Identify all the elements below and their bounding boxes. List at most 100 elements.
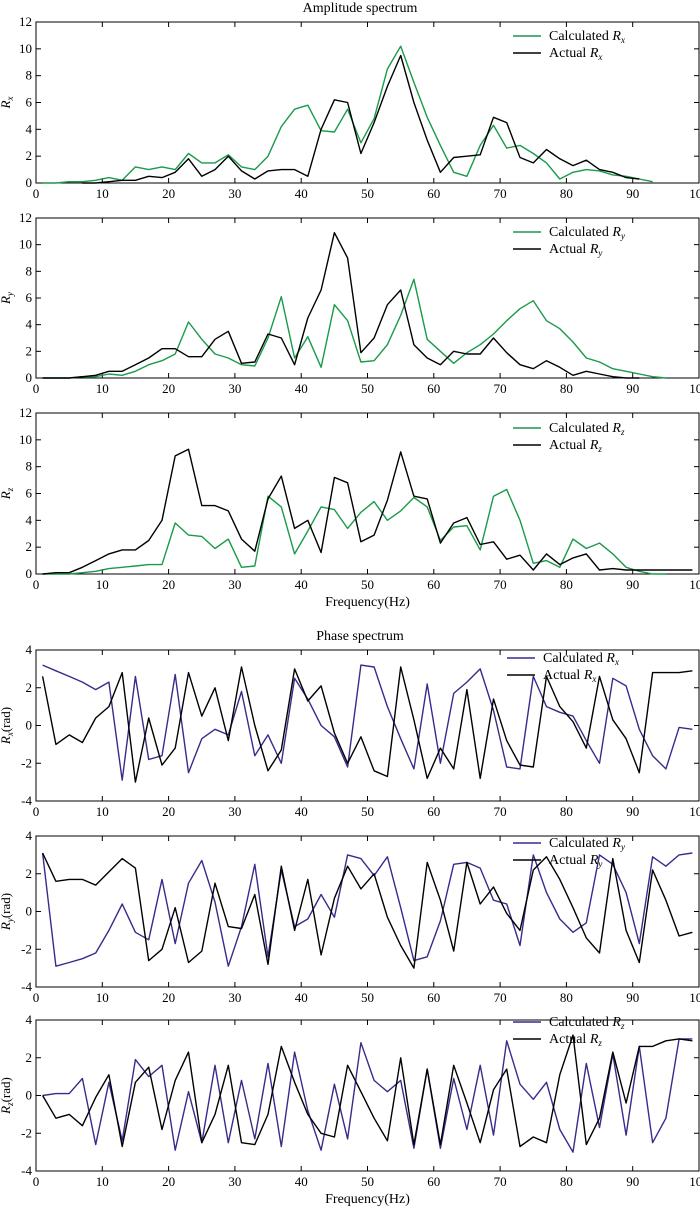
legend-label: Actual Rx — [543, 668, 596, 684]
legend-label: Actual Ry — [549, 853, 602, 869]
x-tick-label: 100 — [689, 804, 700, 819]
x-tick-label: 30 — [228, 381, 241, 396]
x-axis-label: Frequency(Hz) — [325, 595, 410, 610]
x-tick-label: 10 — [96, 990, 109, 1005]
legend-label: Actual Rz — [549, 1032, 602, 1048]
series-line-calculated-rx — [42, 664, 693, 781]
y-tick-label: 0 — [26, 175, 33, 190]
x-tick-label: 90 — [626, 990, 639, 1005]
x-tick-label: 20 — [162, 186, 175, 201]
x-tick-label: 50 — [361, 804, 374, 819]
x-tick-label: 20 — [162, 1174, 175, 1189]
x-tick-label: 90 — [626, 1174, 639, 1189]
y-axis-label: Rz(rad) — [0, 1077, 15, 1115]
y-axis-label: Rx(rad) — [0, 707, 15, 745]
x-tick-label: 20 — [162, 577, 175, 592]
x-tick-label: 100 — [689, 381, 700, 396]
x-tick-label: 40 — [295, 804, 308, 819]
y-axis-label: Rz — [0, 487, 15, 500]
y-tick-label: 8 — [26, 263, 33, 278]
y-tick-label: -4 — [21, 1163, 32, 1178]
series-line-calculated-rx — [42, 45, 653, 184]
series-line-actual-rx — [82, 54, 640, 184]
x-tick-label: 30 — [228, 990, 241, 1005]
x-tick-label: 40 — [295, 186, 308, 201]
y-tick-label: 6 — [26, 486, 33, 501]
y-tick-label: 4 — [26, 317, 33, 332]
x-tick-label: 50 — [361, 1174, 374, 1189]
y-tick-label: 4 — [26, 1012, 33, 1027]
x-tick-label: 70 — [494, 804, 507, 819]
x-tick-label: 60 — [427, 804, 440, 819]
x-tick-label: 30 — [228, 1174, 241, 1189]
x-tick-label: 20 — [162, 804, 175, 819]
x-tick-label: 90 — [626, 186, 639, 201]
y-tick-label: -2 — [21, 941, 32, 956]
x-tick-label: 80 — [560, 804, 573, 819]
y-tick-label: 4 — [26, 828, 33, 843]
x-tick-label: 0 — [33, 381, 40, 396]
y-tick-label: 4 — [26, 642, 33, 657]
legend-label: Calculated Rx — [543, 651, 619, 667]
series-line-actual-rz — [41, 1034, 693, 1148]
x-tick-label: 20 — [162, 381, 175, 396]
x-tick-label: 80 — [560, 1174, 573, 1189]
x-tick-label: 50 — [361, 577, 374, 592]
chart-panel-3: 0 10 20 30 40 50 60 70 80 90 100 0 2 4 6 8 10 12 Rz Frequen… — [0, 405, 700, 610]
x-tick-label: 10 — [96, 1174, 109, 1189]
series-line-actual-ry — [42, 231, 640, 379]
x-tick-label: 60 — [427, 990, 440, 1005]
legend-label: Calculated Ry — [549, 225, 625, 241]
x-axis-label: Frequency(Hz) — [325, 1192, 410, 1207]
x-tick-label: 70 — [494, 990, 507, 1005]
y-tick-label: 0 — [26, 904, 33, 919]
series-line-calculated-rz — [42, 1038, 693, 1153]
y-tick-label: 2 — [26, 680, 33, 695]
y-tick-label: 6 — [26, 95, 33, 110]
y-axis-label: Rx — [0, 97, 15, 110]
x-tick-label: 40 — [295, 577, 308, 592]
x-tick-label: 100 — [689, 990, 700, 1005]
x-tick-label: 30 — [228, 186, 241, 201]
x-tick-label: 0 — [33, 1174, 40, 1189]
x-tick-label: 90 — [626, 577, 639, 592]
y-tick-label: 2 — [26, 866, 33, 881]
x-tick-label: 70 — [494, 381, 507, 396]
x-tick-label: 80 — [560, 577, 573, 592]
x-tick-label: 20 — [162, 990, 175, 1005]
chart-panels: 0102030405060708090100024681012RxCalcula… — [0, 14, 700, 1207]
x-tick-label: 60 — [427, 1174, 440, 1189]
x-tick-label: 0 — [33, 577, 40, 592]
series-line-calculated-ry — [41, 852, 693, 967]
legend-label: Actual Rx — [549, 46, 602, 62]
legend-label: Calculated Ry — [549, 836, 625, 852]
x-tick-label: 90 — [626, 804, 639, 819]
y-tick-label: -2 — [21, 755, 32, 770]
y-tick-label: 2 — [26, 148, 33, 163]
y-axis-label: Ry — [0, 292, 15, 305]
y-tick-label: 12 — [19, 210, 32, 225]
y-tick-label: 8 — [26, 459, 33, 474]
x-tick-label: 60 — [427, 186, 440, 201]
series-line-calculated-ry — [42, 278, 666, 379]
x-tick-label: 40 — [295, 381, 308, 396]
plot-frame — [35, 21, 700, 184]
chart-panel-1: 0 10 20 30 40 50 60 70 80 90 100 0 2 4 6 8 10 12 Rx Calcula… — [0, 14, 700, 201]
legend-label: Calculated Rz — [549, 1015, 625, 1031]
x-tick-label: 10 — [96, 186, 109, 201]
plot-frame — [35, 217, 700, 379]
series-line-actual-ry — [41, 852, 693, 969]
legend-label: Calculated Rz — [549, 421, 625, 437]
y-tick-label: 0 — [26, 370, 33, 385]
x-tick-label: 50 — [361, 381, 374, 396]
legend-label: Actual Rz — [549, 438, 602, 454]
amplitude-spectrum-header: Amplitude spectrum — [303, 1, 418, 16]
series-line-actual-rz — [42, 448, 693, 575]
y-tick-label: 10 — [19, 41, 32, 56]
x-tick-label: 10 — [96, 804, 109, 819]
x-tick-label: 100 — [689, 186, 700, 201]
legend-label: Calculated Rx — [549, 29, 625, 45]
y-axis-label: Ry(rad) — [0, 893, 15, 931]
x-tick-label: 40 — [295, 990, 308, 1005]
